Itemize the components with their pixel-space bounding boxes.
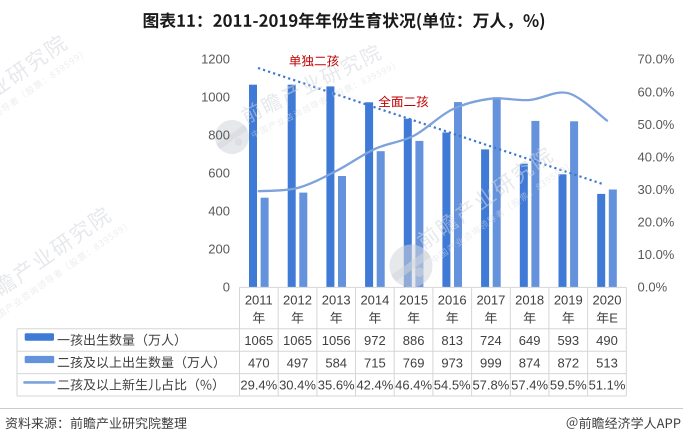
svg-text:600: 600 bbox=[208, 166, 230, 181]
svg-text:30.4%: 30.4% bbox=[279, 378, 316, 393]
svg-text:724: 724 bbox=[480, 333, 502, 348]
svg-text:584: 584 bbox=[325, 355, 347, 370]
svg-text:886: 886 bbox=[403, 333, 425, 348]
svg-text:2016: 2016 bbox=[438, 293, 467, 308]
svg-text:470: 470 bbox=[248, 355, 270, 370]
svg-text:50.0%: 50.0% bbox=[638, 117, 675, 132]
svg-text:1065: 1065 bbox=[244, 333, 273, 348]
svg-text:2012: 2012 bbox=[283, 293, 312, 308]
svg-text:400: 400 bbox=[208, 204, 230, 219]
svg-text:490: 490 bbox=[596, 333, 618, 348]
svg-text:2014: 2014 bbox=[360, 293, 389, 308]
svg-text:1200: 1200 bbox=[201, 52, 230, 67]
svg-text:2018: 2018 bbox=[515, 293, 544, 308]
svg-text:769: 769 bbox=[403, 355, 425, 370]
svg-text:30.0%: 30.0% bbox=[638, 182, 675, 197]
svg-text:2013: 2013 bbox=[322, 293, 351, 308]
svg-text:57.4%: 57.4% bbox=[511, 378, 548, 393]
svg-text:872: 872 bbox=[557, 355, 579, 370]
svg-text:40.0%: 40.0% bbox=[638, 149, 675, 164]
svg-text:649: 649 bbox=[519, 333, 541, 348]
svg-text:2015: 2015 bbox=[399, 293, 428, 308]
svg-text:1056: 1056 bbox=[322, 333, 351, 348]
svg-text:2017: 2017 bbox=[476, 293, 505, 308]
svg-text:2020: 2020 bbox=[593, 293, 622, 308]
svg-text:2019: 2019 bbox=[554, 293, 583, 308]
svg-text:70.0%: 70.0% bbox=[638, 52, 675, 67]
svg-text:813: 813 bbox=[441, 333, 463, 348]
svg-text:0.0%: 0.0% bbox=[638, 280, 668, 295]
svg-text:46.4%: 46.4% bbox=[395, 378, 432, 393]
svg-text:29.4%: 29.4% bbox=[240, 378, 277, 393]
svg-text:35.6%: 35.6% bbox=[318, 378, 355, 393]
svg-text:800: 800 bbox=[208, 128, 230, 143]
svg-text:715: 715 bbox=[364, 355, 386, 370]
svg-text:874: 874 bbox=[519, 355, 541, 370]
svg-text:20.0%: 20.0% bbox=[638, 215, 675, 230]
svg-text:10.0%: 10.0% bbox=[638, 247, 675, 262]
svg-text:57.8%: 57.8% bbox=[472, 378, 509, 393]
svg-text:1065: 1065 bbox=[283, 333, 312, 348]
svg-text:1000: 1000 bbox=[201, 90, 230, 105]
svg-text:42.4%: 42.4% bbox=[356, 378, 393, 393]
svg-text:51.1%: 51.1% bbox=[589, 378, 626, 393]
svg-text:59.5%: 59.5% bbox=[550, 378, 587, 393]
svg-text:973: 973 bbox=[441, 355, 463, 370]
svg-text:972: 972 bbox=[364, 333, 386, 348]
svg-text:513: 513 bbox=[596, 355, 618, 370]
svg-text:E: E bbox=[609, 311, 618, 326]
svg-text:497: 497 bbox=[287, 355, 309, 370]
svg-text:0: 0 bbox=[223, 280, 230, 295]
svg-text:999: 999 bbox=[480, 355, 502, 370]
svg-text:200: 200 bbox=[208, 242, 230, 257]
svg-text:54.5%: 54.5% bbox=[434, 378, 471, 393]
svg-text:2011: 2011 bbox=[245, 293, 273, 308]
svg-text:593: 593 bbox=[557, 333, 579, 348]
svg-text:60.0%: 60.0% bbox=[638, 84, 675, 99]
